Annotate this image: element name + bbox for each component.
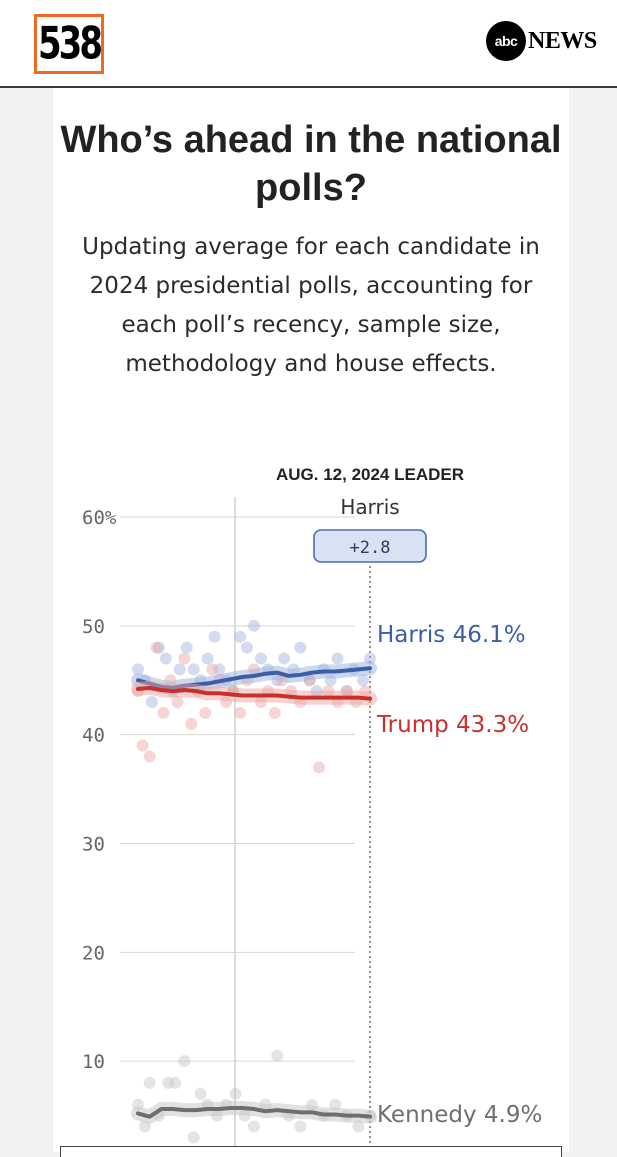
poll-dot	[201, 652, 214, 665]
poll-dot	[150, 641, 163, 654]
poll-dot	[178, 652, 191, 665]
card-subtitle: Updating average for each candidate in 2…	[82, 234, 540, 377]
grid-layer: 60% 50 40 30 20 10	[82, 497, 371, 1152]
end-label-harris: Harris 46.1%	[377, 622, 526, 648]
poll-dot	[278, 652, 291, 665]
abc-news-wordmark: NEWS	[528, 27, 597, 54]
y-tick-label: 60%	[82, 507, 117, 529]
end-label-kennedy: Kennedy 4.9%	[377, 1102, 542, 1128]
poll-dot	[294, 641, 307, 654]
y-tick-label: 20	[82, 942, 105, 964]
poll-dot	[364, 652, 376, 665]
poll-dot	[312, 761, 325, 774]
poll-dot	[248, 619, 260, 632]
poll-dot	[171, 696, 184, 709]
poll-dot	[185, 717, 198, 730]
poll-dot	[187, 1131, 200, 1144]
poll-dot	[271, 1049, 284, 1062]
leader-margin-box	[313, 529, 427, 563]
series-lines-layer	[131, 661, 377, 1124]
fivethirtyeight-logo[interactable]: 538	[34, 14, 104, 74]
poll-dot	[199, 706, 212, 719]
poll-dot	[187, 663, 200, 676]
poll-dot	[206, 663, 219, 676]
card-title: Who’s ahead in the national polls?	[60, 119, 562, 209]
poll-dot	[173, 663, 186, 676]
poll-dot	[178, 1055, 191, 1068]
top-bar: 538 abc NEWS	[0, 0, 617, 88]
poll-dot	[143, 1076, 156, 1089]
poll-dot	[169, 1076, 182, 1089]
poll-dot	[152, 641, 165, 654]
poll-dot	[352, 1120, 365, 1133]
leader-margin: +2.8	[350, 538, 391, 558]
end-labels-layer: Harris 46.1% Trump 43.3% Kennedy 4.9%	[376, 622, 542, 1128]
poll-dot	[294, 1120, 307, 1133]
poll-dot	[331, 652, 344, 665]
poll-dot	[162, 1076, 175, 1089]
y-tick-label: 40	[82, 725, 105, 747]
series-line-trump	[136, 685, 372, 701]
end-label-trump: Trump 43.3%	[376, 712, 529, 738]
series-line-kennedy	[136, 1105, 372, 1119]
poll-dot	[136, 739, 149, 752]
poll-dot	[157, 706, 170, 719]
poll-dot	[254, 652, 267, 665]
poll-dot	[143, 750, 156, 763]
poll-dot	[229, 1087, 242, 1100]
poll-dot	[248, 1120, 260, 1133]
y-tick-label: 50	[82, 616, 105, 638]
poll-dot	[357, 674, 370, 687]
poll-card: Who’s ahead in the national polls? Updat…	[53, 88, 569, 1152]
poll-dot	[234, 630, 247, 643]
leader-heading: AUG. 12, 2024 LEADER	[276, 465, 464, 484]
abc-circle-logo: abc	[486, 21, 526, 61]
poll-dot	[241, 641, 254, 654]
poll-dot	[213, 663, 226, 676]
poll-dot	[132, 663, 144, 676]
poll-dot	[145, 696, 158, 709]
y-tick-label: 10	[82, 1051, 105, 1073]
poll-dot	[194, 1087, 207, 1100]
poll-dot	[234, 706, 247, 719]
logo-538-text: 538	[38, 18, 103, 70]
poll-dot	[208, 630, 221, 643]
poll-dot	[180, 641, 193, 654]
poll-dot	[268, 706, 281, 719]
y-tick-label: 30	[82, 834, 105, 856]
leader-name: Harris	[340, 495, 399, 519]
abc-news-logo[interactable]: abc NEWS	[486, 21, 597, 61]
poll-dot	[159, 652, 172, 665]
